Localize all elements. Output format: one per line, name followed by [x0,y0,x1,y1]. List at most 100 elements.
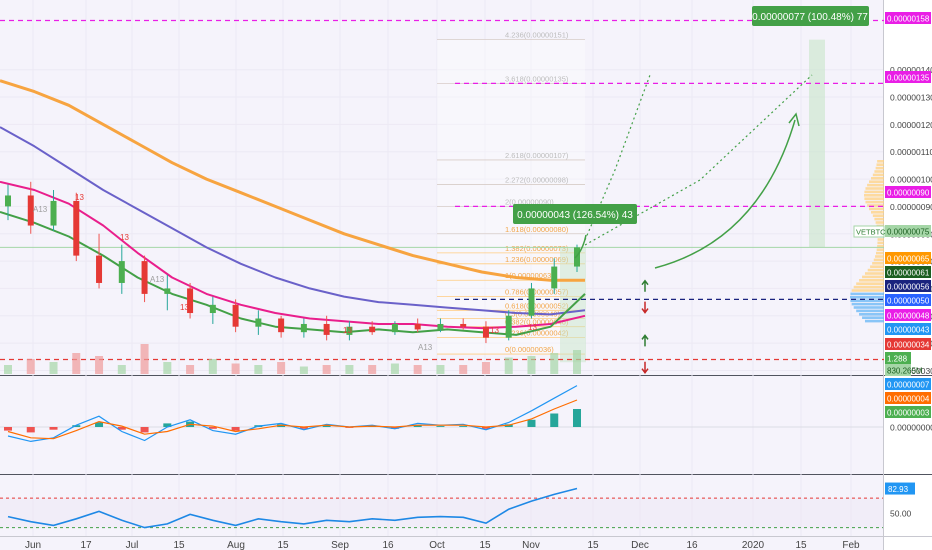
candle-body [574,247,580,267]
fib-level-label: 2.618(0.00000107) [505,151,569,160]
candle-body [460,323,467,327]
candle-body [346,326,353,335]
volume-profile-bar [853,306,884,309]
volume-profile-bar [872,173,884,177]
volume-bar [504,357,513,374]
volume-profile-bar [859,279,884,282]
volume-profile-bar [870,265,884,268]
fib-level-label: 1(0.00000063) [505,271,554,280]
volume-profile-bar [875,221,884,224]
x-tick-label: Oct [429,540,445,550]
sequential-marker: 13 [180,303,189,312]
price-badge-text: 0.00000090 [887,189,930,198]
price-badge-text: 0.00000158 [887,15,930,24]
target-box [809,39,825,248]
sequential-marker: 13 [120,233,129,242]
volume-bar [186,365,195,374]
y-tick-label: 0.00000120 [890,120,932,130]
macd-histogram-bar [413,425,422,427]
macd-badge [885,392,931,404]
candle-body [528,288,535,316]
volume-profile-bar [862,316,884,319]
y-tick-label: 0.00000130 [890,93,932,103]
rsi-line [7,487,578,529]
macd-histogram-bar [26,427,35,433]
x-tick-label: Jun [25,540,41,550]
volume-bar [368,365,377,374]
target-label-text: 0.00000043 (126.54%) 43 [517,210,633,221]
macd-badge [885,378,931,390]
macd-histogram-bar [208,427,217,429]
volume-bar [49,362,58,374]
volume-profile-bar [877,241,884,245]
volume-profile-bar [850,292,884,296]
price-badge-text: 0.00000065 [887,255,930,264]
volume-bar [436,365,445,374]
symbol-badge [853,225,885,238]
x-tick-label: 17 [80,540,92,550]
price-badge [885,71,931,83]
volume-profile-bar [864,190,884,194]
candle-body [27,195,34,226]
volume-profile-bar [864,194,884,197]
macd-histogram-bar [231,427,240,431]
candle-body [164,288,171,294]
macd-histogram-bar [481,427,490,429]
volume-bar [481,362,490,374]
volume-bar [459,365,468,374]
x-tick-label: 15 [587,540,599,550]
volume-profile-bar [851,289,884,292]
macd-histogram-bar [140,427,149,433]
price-badge-text: 0.00000135 [887,74,930,83]
candle-body [300,323,307,333]
signal-line [7,399,578,440]
volume-bar [299,366,308,374]
candle-body [278,318,285,333]
y-tick-label: 50.00 [890,508,912,518]
macd-badge-text: 0.00000004 [887,395,930,404]
volume-bar [208,359,217,374]
symbol-badge-text: VETBTC [856,228,886,237]
volume-profile-bar [872,214,884,217]
fib-level-label: 1.382(0.00000073) [505,244,569,253]
volume-profile-bar [874,217,884,221]
up-arrow [641,279,649,292]
macd-histogram-bar [117,427,126,430]
price-badge [885,309,931,321]
volume-profile-bar [867,183,884,187]
y-tick-label: 0.00000140 [890,65,932,75]
macd-histogram-bar [163,423,172,427]
x-tick-label: 16 [686,540,698,550]
fib-level-label: 4.236(0.00000151) [505,31,569,40]
volume-profile-bar [865,200,884,204]
volume-profile-bar [875,251,884,255]
volume-profile-bar [877,160,884,163]
price-badge-text: 1.288 [887,355,908,364]
x-tick-label: Nov [522,540,540,550]
price-badge-text: 830.265M [887,367,923,376]
volume-bar [345,365,354,374]
volume-profile-bar [864,319,884,323]
sequential-marker: A13 [33,205,48,214]
volume-profile-bar [875,255,884,258]
fib-level-label: 0.382(0.00000046) [505,318,569,327]
candle-body [505,315,512,338]
volume-profile-bar [867,204,884,207]
curved-arrow [654,119,796,269]
price-badge-text: 0.00000075 [887,228,930,237]
y-tick-label: 0.00000000 [890,423,932,433]
volume-bar [322,365,331,374]
volume-bar [26,359,35,374]
price-badge [885,294,931,306]
candle-body [551,266,558,289]
fib-level-label: 2.272(0.00000098) [505,176,569,185]
y-tick-label: 0.00000110 [890,147,932,157]
rsi-badge-text: 82.93 [888,485,909,494]
volume-profile-bar [864,197,884,200]
volume-bar [72,353,81,374]
macd-histogram-bar [436,426,445,427]
sequential-marker: 13 [343,326,352,335]
price-badge [885,186,931,198]
macd-histogram-bar [527,419,536,427]
